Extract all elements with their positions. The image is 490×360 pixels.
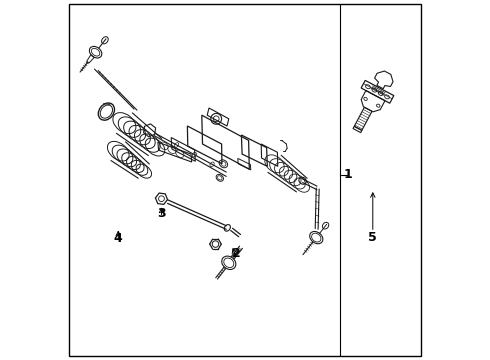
Text: 4: 4	[114, 232, 122, 245]
Text: 1: 1	[343, 168, 352, 181]
Text: 5: 5	[368, 231, 377, 244]
Text: 3: 3	[157, 207, 166, 220]
Text: 2: 2	[232, 247, 241, 260]
